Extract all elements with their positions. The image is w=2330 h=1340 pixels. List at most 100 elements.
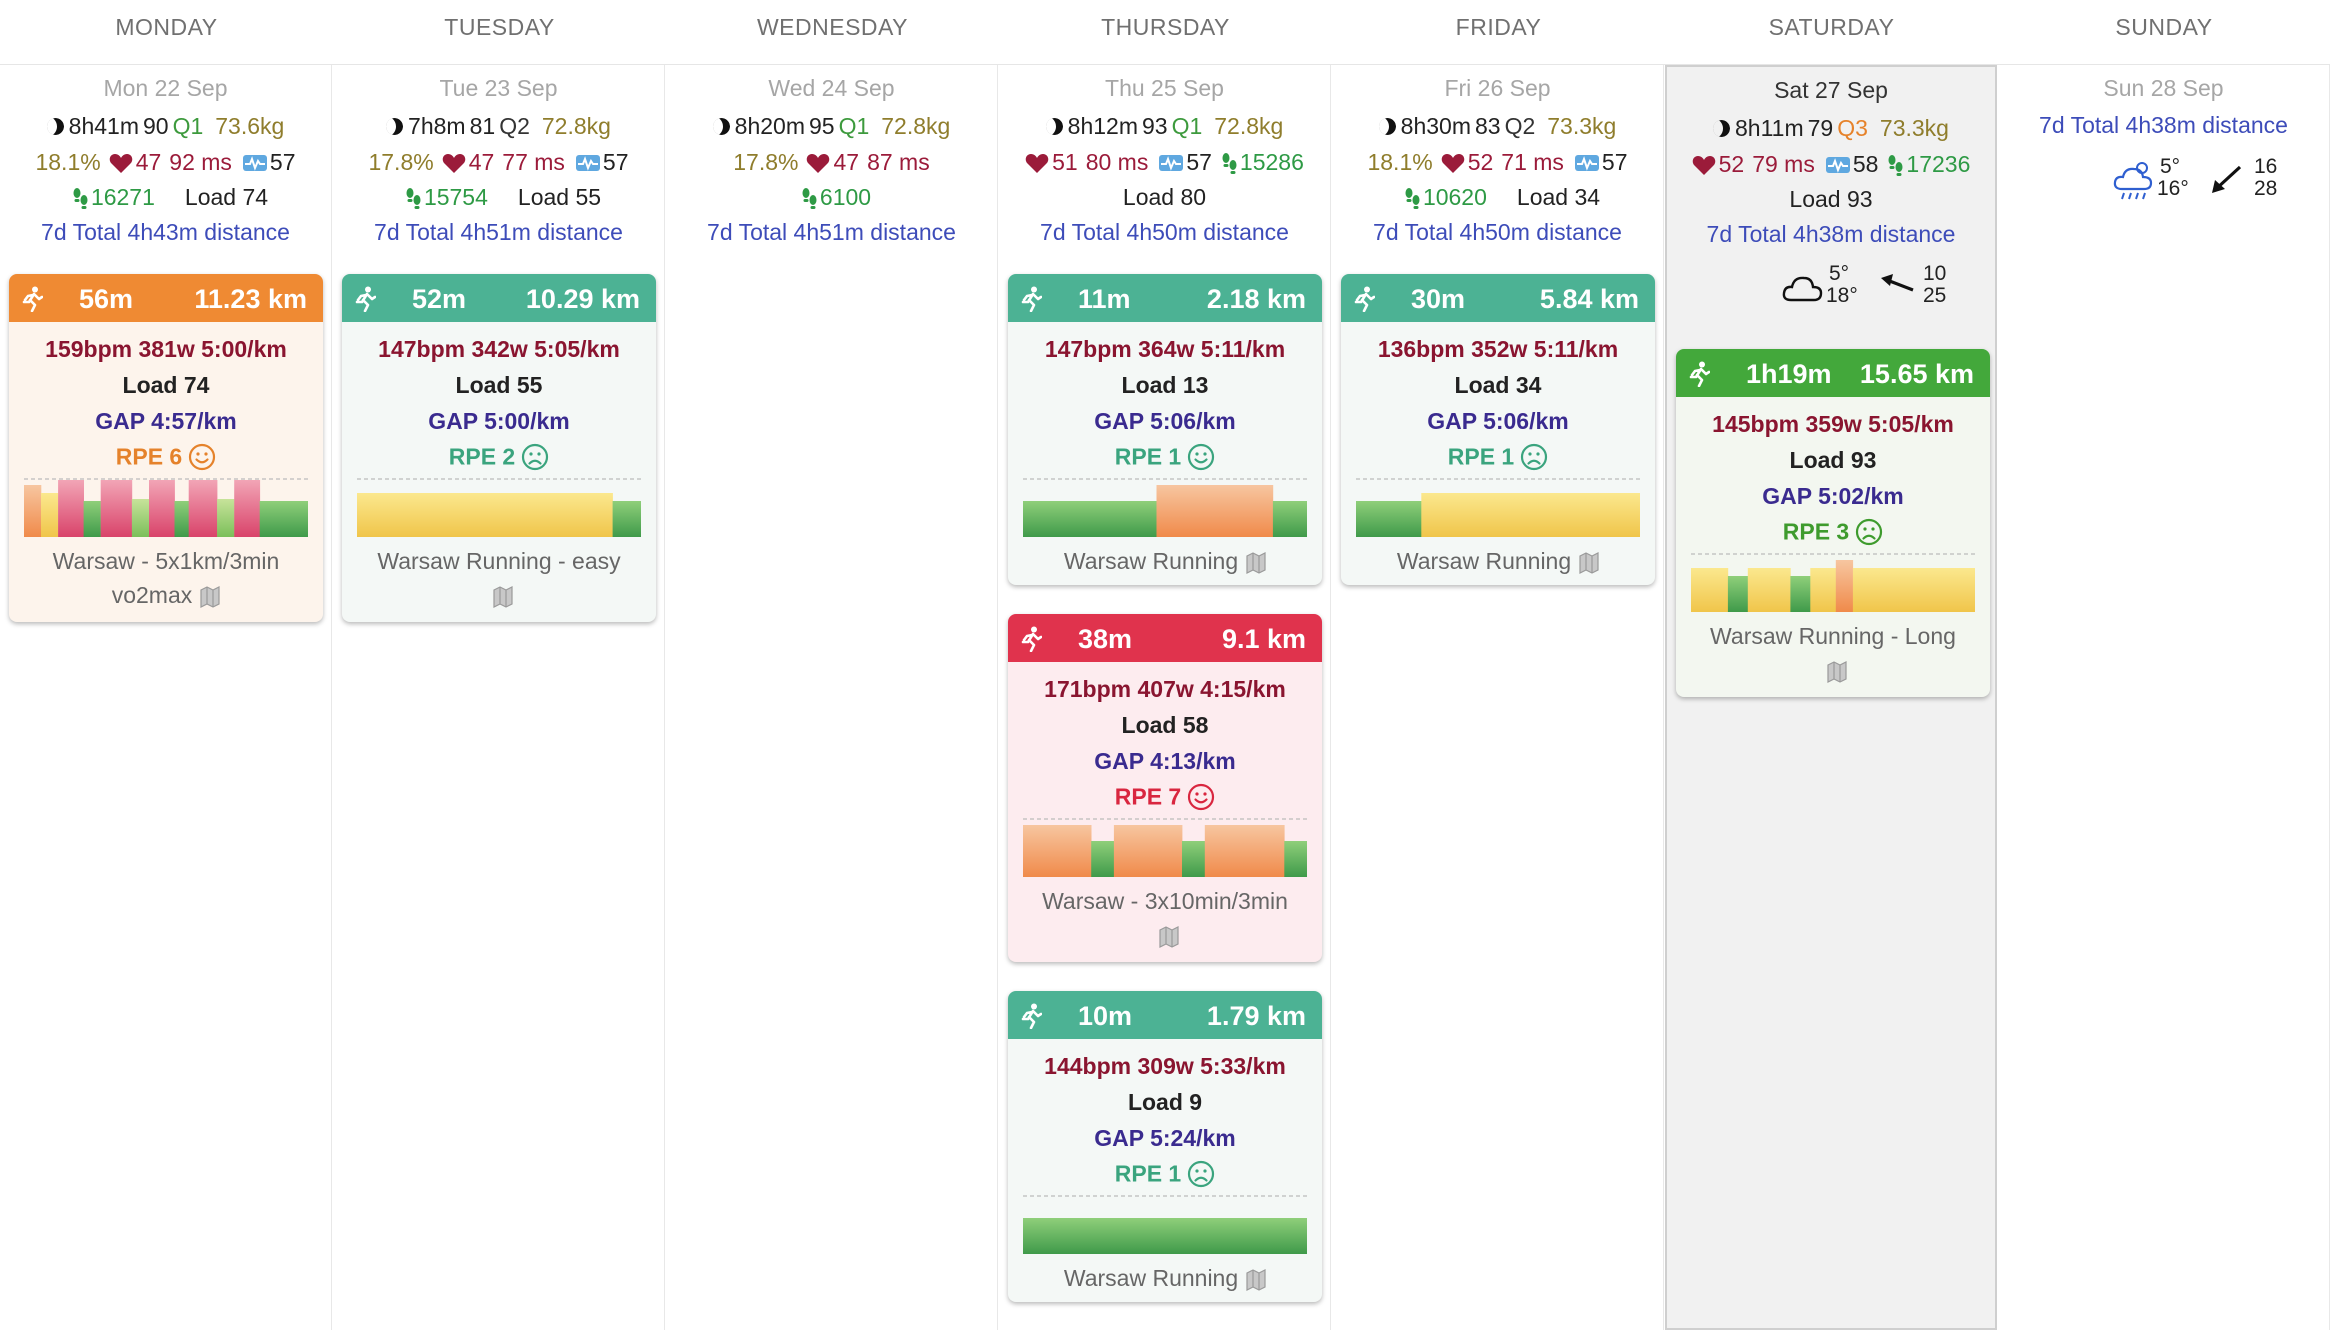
day-column[interactable]: Wed 24 Sep 8h20m 95 Q1 72.8kg 17.8% 47 87 ms 610… bbox=[666, 65, 998, 1330]
weather-forecast: 5° 16° 16 28 bbox=[1998, 155, 2329, 209]
zone-bar bbox=[1113, 825, 1183, 877]
body-weight: 72.8kg bbox=[1214, 113, 1284, 140]
day-column[interactable]: Sun 28 Sep 7d Total 4h38m distance 5° 16° 16… bbox=[1998, 65, 2330, 1330]
activity-header[interactable]: 1h19m 15.65 km bbox=[1676, 349, 1990, 397]
activity-name[interactable]: Warsaw Running - easy bbox=[342, 544, 656, 612]
activity-duration: 56m bbox=[79, 284, 134, 314]
zone-bar bbox=[174, 501, 189, 537]
activity-card[interactable]: 11m 2.18 km 147bpm 364w 5:11/km Load 13 GAP … bbox=[1008, 274, 1322, 585]
weekday-label: THURSDAY bbox=[1101, 14, 1230, 40]
activity-name[interactable]: Warsaw Running bbox=[1008, 544, 1322, 578]
zone-bar bbox=[234, 480, 261, 537]
activity-body: 171bpm 407w 4:15/km Load 58 GAP 4:13/km RPE… bbox=[1008, 662, 1322, 962]
zone-bar bbox=[131, 499, 150, 537]
activity-hr-power-pace: 171bpm 407w 4:15/km bbox=[1044, 676, 1286, 702]
sad-face-icon bbox=[1521, 443, 1548, 471]
sleep-duration: 8h20m bbox=[734, 113, 805, 140]
body-fat: 18.1% bbox=[35, 149, 101, 176]
hrv-ms: 79 ms bbox=[1752, 151, 1815, 178]
sleep-quality: Q2 bbox=[1504, 113, 1536, 140]
day-column[interactable]: Fri 26 Sep 8h30m 83 Q2 73.3kg 18.1% 52 71 ms 57 1… bbox=[1332, 65, 1664, 1330]
activity-name[interactable]: Warsaw - 5x1km/3min vo2max bbox=[9, 544, 323, 612]
wind-gust: 28 bbox=[2254, 177, 2278, 200]
activity-distance: 1.79 km bbox=[1206, 1001, 1306, 1031]
day-date: Tue 23 Sep bbox=[439, 75, 558, 101]
activity-header[interactable]: 52m 10.29 km bbox=[342, 274, 656, 322]
heart-icon bbox=[1692, 155, 1715, 175]
day-column[interactable]: Tue 23 Sep 7h8m 81 Q2 72.8kg 17.8% 47 77 ms 57 15… bbox=[333, 65, 665, 1330]
weekly-total: 7d Total 4h51m distance bbox=[374, 219, 623, 245]
runner-icon bbox=[1021, 1003, 1042, 1029]
activity-gap: GAP 5:06/km bbox=[1427, 408, 1569, 434]
zone-chart bbox=[1023, 1195, 1307, 1254]
activity-header[interactable]: 56m 11.23 km bbox=[9, 274, 323, 322]
wind-speed: 16 bbox=[2254, 155, 2278, 178]
activity-card[interactable]: 30m 5.84 km 136bpm 352w 5:11/km Load 34 GAP … bbox=[1341, 274, 1655, 585]
sad-face-icon bbox=[1188, 1160, 1215, 1188]
activity-distance: 9.1 km bbox=[1221, 624, 1306, 654]
temperature-low: 5° bbox=[1829, 262, 1850, 285]
day-column[interactable]: Thu 25 Sep 8h12m 93 Q1 72.8kg 51 80 ms 57 15286 L… bbox=[999, 65, 1331, 1330]
map-icon bbox=[1246, 1268, 1266, 1291]
daily-load: Load 93 bbox=[1789, 186, 1873, 213]
zone-bar bbox=[1023, 1218, 1307, 1254]
daily-load: Load 55 bbox=[517, 184, 602, 211]
temperature-low: 5° bbox=[2160, 155, 2181, 178]
activity-title: Warsaw Running bbox=[1063, 548, 1239, 574]
activity-header[interactable]: 30m 5.84 km bbox=[1341, 274, 1655, 322]
activity-name[interactable]: Warsaw Running - Long bbox=[1676, 619, 1990, 687]
activity-body: 147bpm 342w 5:05/km Load 55 GAP 5:00/km RPE… bbox=[342, 322, 656, 622]
activity-header[interactable]: 38m 9.1 km bbox=[1008, 614, 1322, 662]
activity-name[interactable]: Warsaw Running bbox=[1008, 1261, 1322, 1295]
sleep-quality: Q3 bbox=[1837, 115, 1868, 142]
activity-card[interactable]: 10m 1.79 km 144bpm 309w 5:33/km Load 9 GAP 5… bbox=[1008, 991, 1322, 1302]
heart-icon bbox=[442, 153, 465, 173]
steps-icon bbox=[1222, 152, 1237, 174]
activity-card[interactable]: 56m 11.23 km 159bpm 381w 5:00/km Load 74 GAP… bbox=[9, 274, 323, 622]
wellness-hrv-row: 18.1% 47 92 ms 57 bbox=[0, 148, 331, 176]
activity-name[interactable]: Warsaw - 3x10min/3min bbox=[1008, 884, 1322, 952]
rpe-value: RPE 2 bbox=[448, 443, 516, 470]
activity-hr-power-pace: 145bpm 359w 5:05/km bbox=[1712, 411, 1954, 437]
zone-bar bbox=[1182, 841, 1205, 877]
activity-duration: 1h19m bbox=[1746, 359, 1832, 389]
resting-hr: 57 bbox=[269, 149, 296, 176]
activity-card[interactable]: 52m 10.29 km 147bpm 342w 5:05/km Load 55 GAP… bbox=[342, 274, 656, 622]
hrv-ms: 77 ms bbox=[502, 149, 565, 176]
resting-hr: 57 bbox=[1186, 149, 1212, 176]
sleep-score: 81 bbox=[469, 113, 496, 140]
activity-gap: GAP 5:24/km bbox=[1094, 1125, 1236, 1151]
activity-card[interactable]: 1h19m 15.65 km 145bpm 359w 5:05/km Load 93 G… bbox=[1676, 349, 1990, 697]
zone-bar bbox=[149, 480, 175, 537]
activity-card[interactable]: 38m 9.1 km 171bpm 407w 4:15/km Load 58 GAP 4… bbox=[1008, 614, 1322, 962]
day-column[interactable]: Mon 22 Sep 8h41m 90 Q1 73.6kg 18.1% 47 92 ms 57 1… bbox=[0, 65, 332, 1330]
moon-icon bbox=[386, 118, 404, 136]
steps-icon bbox=[802, 187, 817, 209]
day-date: Sun 28 Sep bbox=[2103, 75, 2224, 101]
sleep-quality: Q1 bbox=[1171, 113, 1203, 140]
activity-name[interactable]: Warsaw Running bbox=[1341, 544, 1655, 578]
wellness-hrv-row: 17.8% 47 77 ms 57 bbox=[333, 148, 664, 176]
zone-bar bbox=[259, 501, 308, 537]
activity-header[interactable]: 11m 2.18 km bbox=[1008, 274, 1322, 322]
wellness-load-row: Load 93 bbox=[1667, 185, 1995, 213]
activity-header[interactable]: 10m 1.79 km bbox=[1008, 991, 1322, 1039]
day-column[interactable]: Sat 27 Sep 8h11m 79 Q3 73.3kg 52 79 ms 58 17236 L… bbox=[1665, 65, 1997, 1330]
runner-icon bbox=[1021, 626, 1042, 652]
zone-bar bbox=[41, 493, 59, 537]
wellness-sleep-row: 8h20m 95 Q1 72.8kg bbox=[666, 112, 997, 140]
steps-count: 15286 bbox=[1239, 149, 1304, 176]
zone-bar bbox=[217, 499, 235, 537]
week-grid: Mon 22 Sep 8h41m 90 Q1 73.6kg 18.1% 47 92 ms 57 1… bbox=[0, 65, 2330, 1330]
activity-body: 136bpm 352w 5:11/km Load 34 GAP 5:06/km RPE… bbox=[1341, 322, 1655, 585]
runner-icon bbox=[1354, 286, 1375, 312]
sleep-duration: 8h41m bbox=[68, 113, 139, 140]
sleep-score: 83 bbox=[1474, 113, 1501, 140]
weekday-header: MONDAY TUESDAY WEDNESDAY THURSDAY FRIDAY… bbox=[0, 0, 2330, 65]
zone-bar bbox=[1272, 501, 1307, 537]
wellness-sleep-row: 8h11m 79 Q3 73.3kg bbox=[1667, 114, 1995, 142]
resting-hr: 58 bbox=[1852, 151, 1879, 178]
wind-direction-icon bbox=[1881, 274, 1914, 292]
activity-body: 145bpm 359w 5:05/km Load 93 GAP 5:02/km RPE… bbox=[1676, 397, 1990, 697]
hrv-value: 52 bbox=[1718, 151, 1745, 178]
